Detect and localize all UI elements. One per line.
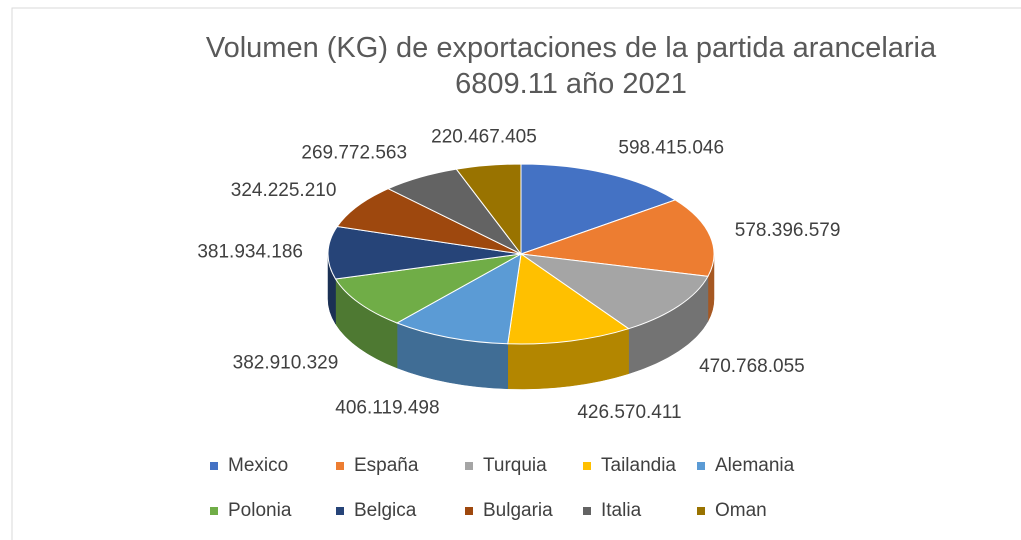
legend-swatch <box>465 462 473 470</box>
data-label: 406.119.498 <box>335 397 439 418</box>
data-label: 269.772.563 <box>301 142 407 163</box>
chart-border <box>11 7 1021 540</box>
legend-swatch <box>336 462 344 470</box>
legend-label: Bulgaria <box>483 500 553 521</box>
data-label: 598.415.046 <box>618 137 724 158</box>
slice <box>327 225 522 280</box>
data-label: 381.934.186 <box>197 241 303 262</box>
slice <box>334 253 522 324</box>
data-label: 324.225.210 <box>231 180 337 201</box>
legend-label: Alemania <box>715 455 795 476</box>
slice <box>520 163 677 255</box>
legend-label: Mexico <box>228 455 288 476</box>
legend-swatch <box>583 462 591 470</box>
legend-label: Turquia <box>483 455 547 476</box>
legend-label: Tailandia <box>601 455 676 476</box>
legend-label: Belgica <box>354 500 417 521</box>
chart-title: Volumen (KG) de exportaciones de la part… <box>205 32 937 100</box>
legend-swatch <box>210 462 218 470</box>
legend-label: Oman <box>715 500 767 521</box>
legend-swatch <box>336 507 344 515</box>
data-label: 578.396.579 <box>735 220 841 241</box>
legend-label: España <box>354 455 419 476</box>
legend-swatch <box>697 462 705 470</box>
slice <box>520 253 709 330</box>
slice <box>455 163 522 256</box>
data-label: 382.910.329 <box>233 352 339 373</box>
legend-swatch <box>465 507 473 515</box>
data-label: 426.570.411 <box>577 402 681 423</box>
legend-swatch <box>583 507 591 515</box>
legend-label: Italia <box>601 500 642 521</box>
slice <box>336 188 522 255</box>
legend-swatch <box>697 507 705 515</box>
slice <box>507 253 630 345</box>
data-label: 220.467.405 <box>431 127 537 148</box>
slice <box>520 199 715 277</box>
data-label: 470.768.055 <box>699 356 805 377</box>
slice <box>395 253 522 345</box>
legend-label: Polonia <box>228 500 292 521</box>
legend-swatch <box>210 507 218 515</box>
